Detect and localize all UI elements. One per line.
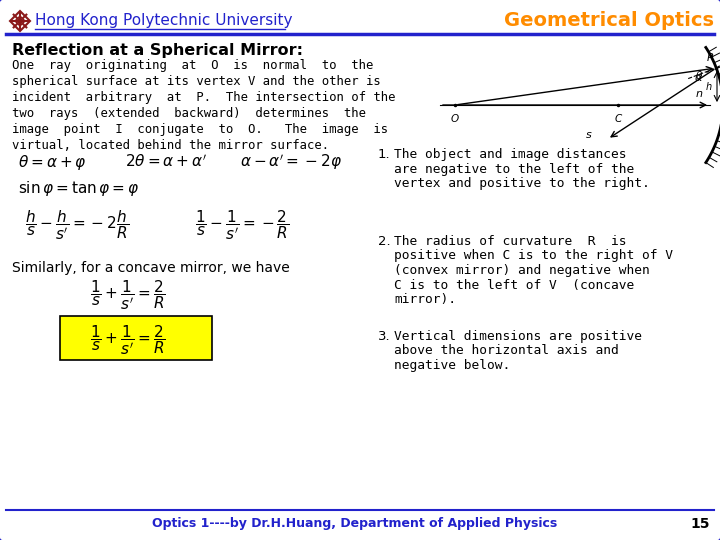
Text: Optics 1----by Dr.H.Huang, Department of Applied Physics: Optics 1----by Dr.H.Huang, Department of… xyxy=(153,517,557,530)
Text: s: s xyxy=(586,130,592,140)
Text: 15: 15 xyxy=(690,517,710,531)
Text: One  ray  originating  at  O  is  normal  to  the: One ray originating at O is normal to th… xyxy=(12,59,374,72)
Text: positive when C is to the right of V: positive when C is to the right of V xyxy=(394,249,673,262)
FancyBboxPatch shape xyxy=(60,316,212,360)
Text: C: C xyxy=(614,114,621,124)
Text: (convex mirror) and negative when: (convex mirror) and negative when xyxy=(394,264,649,277)
Text: vertex and positive to the right.: vertex and positive to the right. xyxy=(394,177,649,190)
Text: The object and image distances: The object and image distances xyxy=(394,148,626,161)
Text: C is to the left of V  (concave: C is to the left of V (concave xyxy=(394,279,634,292)
Text: $\alpha - \alpha^{\prime} = -2\varphi$: $\alpha - \alpha^{\prime} = -2\varphi$ xyxy=(240,152,342,172)
Text: h: h xyxy=(706,82,712,91)
Text: mirror).: mirror). xyxy=(394,293,456,306)
Text: virtual, located behind the mirror surface.: virtual, located behind the mirror surfa… xyxy=(12,139,329,152)
Text: image  point  I  conjugate  to  O.   The  image  is: image point I conjugate to O. The image … xyxy=(12,123,388,136)
Text: above the horizontal axis and: above the horizontal axis and xyxy=(394,345,618,357)
Text: 1.: 1. xyxy=(378,148,391,161)
Text: 3.: 3. xyxy=(378,330,391,343)
Text: n: n xyxy=(696,89,703,99)
Text: Similarly, for a concave mirror, we have: Similarly, for a concave mirror, we have xyxy=(12,261,289,275)
Text: $\dfrac{h}{s} - \dfrac{h}{s^{\prime}} = -2\dfrac{h}{R}$: $\dfrac{h}{s} - \dfrac{h}{s^{\prime}} = … xyxy=(25,208,129,242)
Text: two  rays  (extended  backward)  determines  the: two rays (extended backward) determines … xyxy=(12,107,366,120)
Text: Vertical dimensions are positive: Vertical dimensions are positive xyxy=(394,330,642,343)
Text: Geometrical Optics: Geometrical Optics xyxy=(504,11,714,30)
Text: are negative to the left of the: are negative to the left of the xyxy=(394,163,634,176)
Text: O: O xyxy=(451,114,459,124)
Text: $\dfrac{1}{s} + \dfrac{1}{s^{\prime}} = \dfrac{2}{R}$: $\dfrac{1}{s} + \dfrac{1}{s^{\prime}} = … xyxy=(90,323,166,357)
Text: $\dfrac{1}{s} + \dfrac{1}{s^{\prime}} = \dfrac{2}{R}$: $\dfrac{1}{s} + \dfrac{1}{s^{\prime}} = … xyxy=(90,278,166,312)
Text: $\alpha$: $\alpha$ xyxy=(693,73,703,83)
Text: $\theta = \alpha + \varphi$: $\theta = \alpha + \varphi$ xyxy=(18,152,86,172)
Text: $2\theta = \alpha + \alpha^{\prime}$: $2\theta = \alpha + \alpha^{\prime}$ xyxy=(125,154,207,170)
Text: $\theta$: $\theta$ xyxy=(695,69,703,81)
Text: Hong Kong Polytechnic University: Hong Kong Polytechnic University xyxy=(35,14,292,29)
Text: P: P xyxy=(707,53,714,63)
Text: spherical surface at its vertex V and the other is: spherical surface at its vertex V and th… xyxy=(12,75,381,88)
Text: $\sin\varphi = \tan\varphi = \varphi$: $\sin\varphi = \tan\varphi = \varphi$ xyxy=(18,179,139,198)
Text: $\dfrac{1}{s} - \dfrac{1}{s^{\prime}} = -\dfrac{2}{R}$: $\dfrac{1}{s} - \dfrac{1}{s^{\prime}} = … xyxy=(195,208,289,242)
Text: negative below.: negative below. xyxy=(394,359,510,372)
Text: The radius of curvature  R  is: The radius of curvature R is xyxy=(394,235,626,248)
Text: incident  arbitrary  at  P.  The intersection of the: incident arbitrary at P. The intersectio… xyxy=(12,91,395,104)
Text: 2.: 2. xyxy=(378,235,391,248)
Text: Reflection at a Spherical Mirror:: Reflection at a Spherical Mirror: xyxy=(12,43,303,58)
